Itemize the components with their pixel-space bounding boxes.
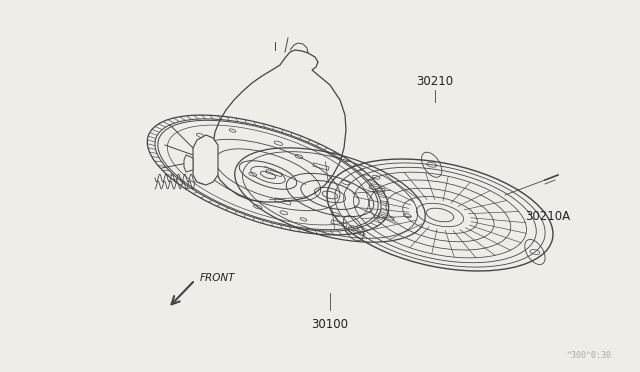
Text: 30100: 30100 — [312, 318, 349, 331]
Text: 30210: 30210 — [417, 75, 454, 88]
Text: FRONT: FRONT — [200, 273, 236, 283]
Polygon shape — [184, 155, 193, 172]
Text: 30210A: 30210A — [525, 210, 571, 223]
Text: ^300^0:30: ^300^0:30 — [567, 351, 612, 360]
Polygon shape — [193, 135, 218, 185]
